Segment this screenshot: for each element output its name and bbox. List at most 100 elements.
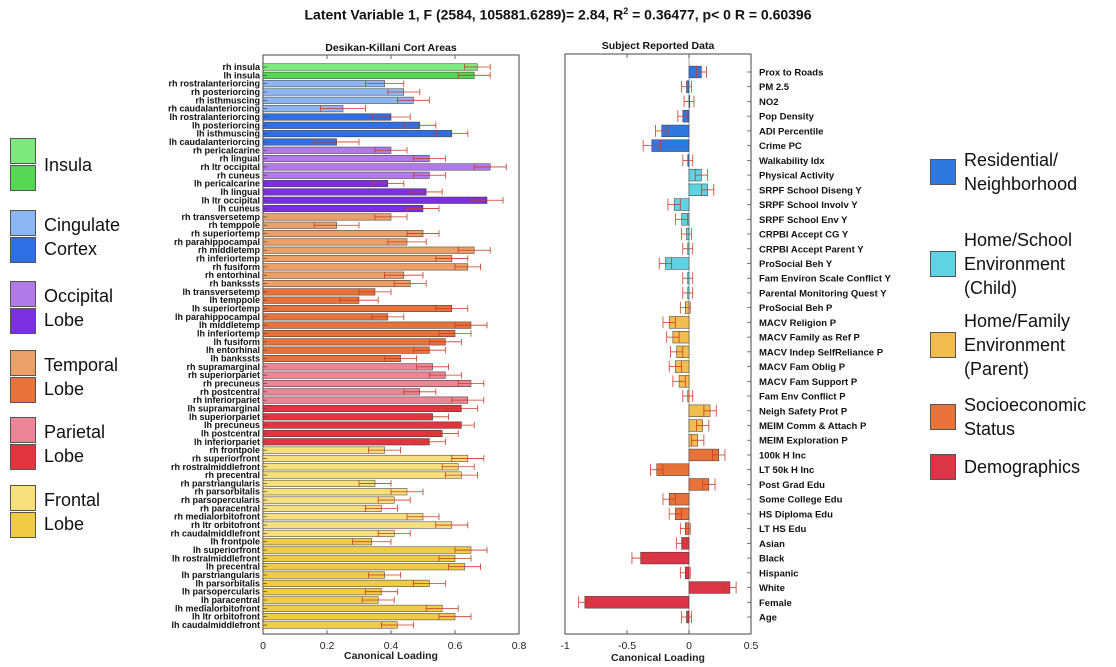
bar-female <box>584 596 690 609</box>
bar-lh-inferiorpariet <box>262 438 430 446</box>
bar-label-crime-pc: Crime PC <box>759 141 802 152</box>
bar-rh-pericalcarine <box>262 146 392 154</box>
legend-swatch-box <box>930 404 956 430</box>
error-bar-macv-family-as-ref-p <box>666 331 680 344</box>
legend-swatch <box>10 281 36 334</box>
bar-rh-paracentral <box>262 504 382 512</box>
error-bar-lh-entorhinal <box>412 346 446 354</box>
legend-label: Temporal Lobe <box>44 353 118 401</box>
legend-swatch <box>930 159 956 185</box>
error-bar-neigh-safety-prot-p <box>703 404 717 417</box>
legend-label: Home/Family Environment (Parent) <box>964 309 1070 381</box>
error-bar-rh-frontpole <box>368 446 402 454</box>
error-bar-macv-fam-oblig-p <box>668 360 682 373</box>
bar-label-lh-inferiortemp: lh inferiortemp <box>197 329 261 339</box>
error-bar-rh-medialorbitofront <box>406 513 440 520</box>
bar-label-post-grad-edu: Post Grad Edu <box>759 480 825 491</box>
left-legend-item-0: Insula <box>10 138 92 191</box>
bar-rh-middletemp <box>262 246 475 254</box>
error-bar-lh-pericalcarine <box>371 180 405 187</box>
error-bar-female <box>578 596 592 609</box>
bar-label-lh-fusiform: lh fusiform <box>214 337 261 347</box>
bar-label-pop-density: Pop Density <box>759 112 815 123</box>
legend-swatch <box>930 332 956 358</box>
bar-label-lh-parstriangularis: lh parstriangularis <box>181 570 260 580</box>
right-panel-title: Subject Reported Data <box>601 40 715 52</box>
bar-label-female: Female <box>759 598 792 609</box>
bar-label-lh-inferiorpariet: lh inferiorpariet <box>194 437 260 447</box>
error-bar-rh-inferiortemp <box>435 255 469 262</box>
bar-rh-fusiform <box>262 263 469 271</box>
bar-label-lh-superiortemp: lh superiortemp <box>192 304 261 314</box>
error-bar-lh-lingual <box>409 188 443 196</box>
error-bar-rh-ltr-orbitofront <box>435 521 469 529</box>
bar-label-rh-superiortemp: rh superiortemp <box>191 229 261 239</box>
bar-rh-superiortemp <box>262 230 424 238</box>
error-bar-rh-fusiform <box>454 263 482 271</box>
bar-label-rh-inferiortemp: rh inferiortemp <box>196 254 261 264</box>
right-legend-item-0: Residential/Neighborhood <box>930 148 1077 196</box>
error-bar-prosocial-beh-p <box>679 301 691 314</box>
error-bar-lt-hs-edu <box>679 522 691 535</box>
bar-label-rh-caudalmiddlefront: rh caudalmiddlefront <box>170 528 260 538</box>
legend-label-line: Lobe <box>44 445 85 466</box>
bar-label-lh-pericalcarine: lh pericalcarine <box>194 179 260 189</box>
bar-label-lh-medialorbitofront: lh medialorbitofront <box>175 603 260 613</box>
error-bar-lh-fusiform <box>428 338 462 346</box>
error-bar-lh-caudalanteriorcing <box>313 138 360 146</box>
bar-label-rh-medialorbitofront: rh medialorbitofront <box>174 512 260 522</box>
x-tick-label: 0.2 <box>320 640 335 652</box>
error-bar-fam-environ-scale-conflict-y <box>682 272 694 285</box>
legend-label-line: Home/Family <box>964 311 1071 331</box>
bar-rh-insula <box>262 63 478 71</box>
bar-label-rh-entorhinal: rh entorhinal <box>205 270 260 280</box>
bar-rh-entorhinal <box>262 271 405 279</box>
bar-label-parental-monitoring-quest-y: Parental Monitoring Quest Y <box>759 288 887 299</box>
bar-label-lh-entorhinal: lh entorhinal <box>206 345 260 355</box>
bar-lh-precentral <box>262 563 465 571</box>
bar-rh-isthmuscing <box>262 96 414 104</box>
error-bar-rh-parahippocampal <box>387 238 427 246</box>
legend-swatch-box <box>10 237 36 263</box>
error-bar-lh-inferiortemp <box>438 330 472 337</box>
error-bar-rh-precentral <box>444 471 478 479</box>
error-bar-rh-insula <box>464 63 491 71</box>
legend-label: Insula <box>44 153 92 177</box>
error-bar-lh-insula <box>457 72 491 79</box>
bar-label-lh-posteriorcing: lh posteriorcing <box>192 120 260 130</box>
bar-label-rh-parsorbitalis: rh parsorbitalis <box>194 487 260 497</box>
bar-label-rh-precuneus: rh precuneus <box>203 378 260 388</box>
error-bar-lh-cuneus <box>406 205 440 212</box>
error-bar-physical-activity <box>694 169 708 181</box>
legend-label-line: Lobe <box>44 378 85 399</box>
legend-label-line: Demographics <box>964 457 1081 477</box>
bar-rh-cuneus <box>262 171 430 179</box>
legend-label-line: Cortex <box>44 238 98 259</box>
bar-rh-parsorbitalis <box>262 488 408 496</box>
legend-label-line: Environment <box>964 254 1066 274</box>
bar-label-lh-middletemp: lh middletemp <box>199 320 261 330</box>
bar-label-lh-cuneus: lh cuneus <box>218 204 260 214</box>
error-bar-rh-cuneus <box>412 172 446 179</box>
bar-lh-superiorfront <box>262 546 472 554</box>
bar-label-black: Black <box>759 554 785 565</box>
bar-label-neigh-safety-prot-p: Neigh Safety Prot P <box>759 406 848 417</box>
legend-swatch-box <box>10 377 36 403</box>
error-bar-lh-medialorbitofront <box>425 605 459 612</box>
bar-label-rh-superiorfront: rh superiorfront <box>192 453 260 463</box>
bar-lh-postcentral <box>262 429 443 437</box>
bar-rh-lingual <box>262 155 430 163</box>
bar-label-lh-supramarginal: lh supramarginal <box>187 403 260 413</box>
bar-rh-bankssts <box>262 280 411 288</box>
error-bar-macv-indep-selfreliance-p <box>670 345 684 358</box>
legend-label-line: (Parent) <box>964 359 1030 379</box>
error-bar-srpf-school-involv-y <box>667 198 681 211</box>
error-bar-lh-frontpole <box>352 538 392 545</box>
bar-rh-precentral <box>262 471 462 479</box>
error-bar-lh-rostralmiddlefront <box>438 555 472 562</box>
bar-rh-parahippocampal <box>262 238 408 246</box>
left-legend-item-3: Temporal Lobe <box>10 350 118 403</box>
error-bar-rh-isthmuscing <box>396 97 430 104</box>
bar-label-rh-rostralmiddlefront: rh rostralmiddlefront <box>171 462 260 472</box>
